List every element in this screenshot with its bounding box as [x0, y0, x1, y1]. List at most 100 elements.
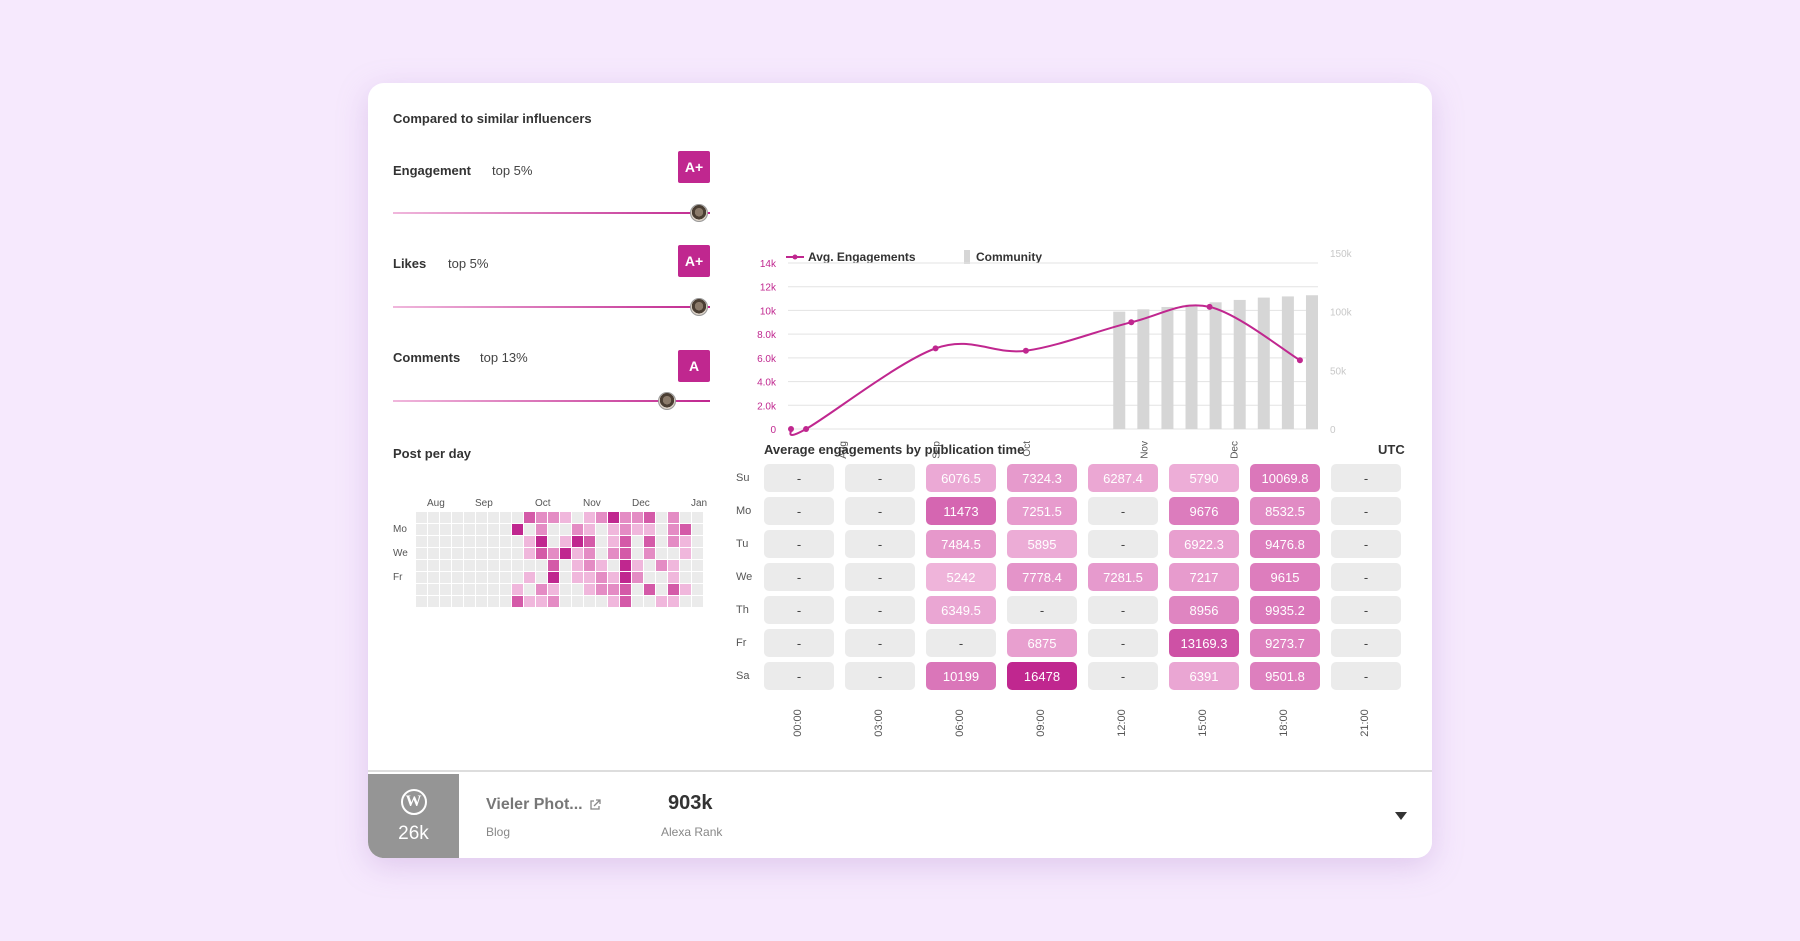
calendar-day-cell	[560, 524, 571, 535]
calendar-day-cell	[548, 548, 559, 559]
calendar-day-cell	[596, 596, 607, 607]
heatmap-cell[interactable]: -	[764, 629, 834, 657]
calendar-day-cell	[692, 548, 703, 559]
heatmap-cell[interactable]: 13169.3	[1169, 629, 1239, 657]
calendar-day-cell	[440, 536, 451, 547]
calendar-day-cell	[452, 536, 463, 547]
calendar-day-cell	[428, 536, 439, 547]
heatmap-cell[interactable]: 7778.4	[1007, 563, 1077, 591]
heatmap-cell[interactable]: -	[1331, 662, 1401, 690]
calendar-day-cell	[512, 572, 523, 583]
heatmap-cell[interactable]: -	[1007, 596, 1077, 624]
heatmap-cell[interactable]: 7484.5	[926, 530, 996, 558]
heatmap-cell[interactable]: 10069.8	[1250, 464, 1320, 492]
heatmap-cell[interactable]: -	[764, 464, 834, 492]
heatmap-cell[interactable]: -	[1331, 530, 1401, 558]
heatmap-cell[interactable]: 9676	[1169, 497, 1239, 525]
community-bar	[1209, 302, 1222, 429]
heatmap-cell[interactable]: -	[764, 662, 834, 690]
calendar-day-cell	[632, 572, 643, 583]
heatmap-cell[interactable]: 16478	[1007, 662, 1077, 690]
y-left-tick-label: 10k	[760, 306, 777, 317]
heatmap-cell[interactable]: 5790	[1169, 464, 1239, 492]
heatmap-cell[interactable]: -	[1088, 662, 1158, 690]
heatmap-cell[interactable]: 6391	[1169, 662, 1239, 690]
external-link-icon[interactable]	[589, 798, 601, 810]
heatmap-cell[interactable]: 9476.8	[1250, 530, 1320, 558]
heatmap-cell[interactable]: 7324.3	[1007, 464, 1077, 492]
calendar-day-cell	[500, 512, 511, 523]
calendar-day-cell	[584, 512, 595, 523]
calendar-day-cell	[536, 512, 547, 523]
heatmap-cell[interactable]: -	[764, 596, 834, 624]
profile-name[interactable]: Vieler Phot...	[486, 796, 583, 813]
y-left-tick-label: 2.0k	[757, 401, 777, 412]
heatmap-cell[interactable]: 6287.4	[1088, 464, 1158, 492]
calendar-day-cell	[596, 536, 607, 547]
calendar-day-cell	[560, 572, 571, 583]
heatmap-cell[interactable]: -	[764, 530, 834, 558]
heatmap-cell[interactable]: 7251.5	[1007, 497, 1077, 525]
calendar-day-cell	[488, 548, 499, 559]
heatmap-cell[interactable]: 6349.5	[926, 596, 996, 624]
calendar-day-cell	[680, 560, 691, 571]
heatmap-cell[interactable]: 6875	[1007, 629, 1077, 657]
calendar-day-cell	[608, 560, 619, 571]
calendar-day-cell	[488, 512, 499, 523]
metric-likes-avatar-knob[interactable]	[690, 298, 708, 316]
heatmap-cell[interactable]: -	[845, 596, 915, 624]
cal-month-nov: Nov	[583, 498, 601, 509]
influencer-comparison-card: Compared to similar influencers Engageme…	[368, 83, 1432, 858]
heatmap-cell[interactable]: 9273.7	[1250, 629, 1320, 657]
heatmap-cell[interactable]: -	[926, 629, 996, 657]
heatmap-cell[interactable]: -	[845, 530, 915, 558]
calendar-day-cell	[560, 596, 571, 607]
heatmap-cell[interactable]: 7281.5	[1088, 563, 1158, 591]
heatmap-cell[interactable]: 5895	[1007, 530, 1077, 558]
heatmap-cell[interactable]: 6076.5	[926, 464, 996, 492]
heatmap-cell[interactable]: -	[1088, 497, 1158, 525]
calendar-day-cell	[584, 548, 595, 559]
heatmap-cell[interactable]: 11473	[926, 497, 996, 525]
calendar-day-cell	[632, 584, 643, 595]
metric-engagement-avatar-knob[interactable]	[690, 204, 708, 222]
calendar-day-cell	[644, 548, 655, 559]
heatmap-cell[interactable]: -	[764, 563, 834, 591]
heatmap-cell[interactable]: -	[845, 464, 915, 492]
heatmap-cell[interactable]: -	[1331, 629, 1401, 657]
heatmap-cell[interactable]: 6922.3	[1169, 530, 1239, 558]
heatmap-cell[interactable]: -	[845, 629, 915, 657]
heatmap-cell[interactable]: -	[1088, 629, 1158, 657]
heatmap-cell[interactable]: -	[845, 497, 915, 525]
heatmap-cell[interactable]: -	[1331, 464, 1401, 492]
alexa-rank-label: Alexa Rank	[661, 825, 723, 839]
heatmap-cell[interactable]: -	[845, 662, 915, 690]
heatmap-cell[interactable]: -	[1088, 530, 1158, 558]
metric-comments-grade: A	[678, 350, 710, 382]
calendar-day-cell	[416, 548, 427, 559]
heatmap-cell[interactable]: -	[845, 563, 915, 591]
heatmap-cell[interactable]: -	[1088, 596, 1158, 624]
platform-badge[interactable]: W 26k	[368, 774, 459, 858]
heatmap-cell[interactable]: 7217	[1169, 563, 1239, 591]
calendar-day-cell	[668, 572, 679, 583]
heatmap-cell[interactable]: -	[1331, 563, 1401, 591]
heatmap-cell[interactable]: 5242	[926, 563, 996, 591]
heatmap-cell[interactable]: 8956	[1169, 596, 1239, 624]
cal-month-jan: Jan	[691, 498, 708, 509]
heatmap-cell[interactable]: 10199	[926, 662, 996, 690]
engagement-point	[932, 345, 939, 352]
calendar-day-cell	[560, 512, 571, 523]
chevron-down-icon[interactable]	[1395, 812, 1407, 820]
heatmap-cell[interactable]: 9615	[1250, 563, 1320, 591]
engagement-chart: Avg. Engagements Community 0 2.0k 4.0k 6.0k 8.…	[757, 249, 1353, 459]
profile-footer[interactable]: W 26k Vieler Phot... Blog 903k Alexa Ran…	[368, 770, 1432, 858]
heatmap-cell[interactable]: -	[1331, 497, 1401, 525]
metric-comments-avatar-knob[interactable]	[658, 392, 676, 410]
heatmap-cell[interactable]: -	[1331, 596, 1401, 624]
heatmap-cell[interactable]: 8532.5	[1250, 497, 1320, 525]
heatmap-cell[interactable]: -	[764, 497, 834, 525]
calendar-day-cell	[452, 512, 463, 523]
heatmap-cell[interactable]: 9501.8	[1250, 662, 1320, 690]
heatmap-cell[interactable]: 9935.2	[1250, 596, 1320, 624]
